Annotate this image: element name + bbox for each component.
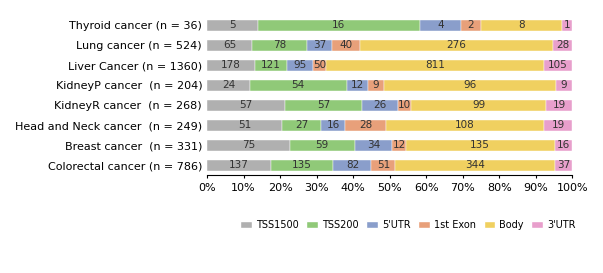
Text: 19: 19 bbox=[552, 100, 566, 110]
Text: 811: 811 bbox=[425, 60, 445, 70]
Bar bbox=[207, 40, 252, 51]
Text: 95: 95 bbox=[294, 60, 307, 70]
Text: 105: 105 bbox=[548, 60, 568, 70]
Text: 16: 16 bbox=[326, 120, 339, 130]
Legend: TSS1500, TSS200, 5'UTR, 1st Exon, Body, 3'UTR: TSS1500, TSS200, 5'UTR, 1st Exon, Body, … bbox=[236, 216, 579, 233]
Text: 96: 96 bbox=[464, 80, 477, 90]
Text: 2: 2 bbox=[467, 20, 474, 30]
Bar bbox=[250, 80, 347, 91]
Bar bbox=[420, 19, 461, 31]
Bar bbox=[544, 60, 572, 71]
Text: 344: 344 bbox=[465, 161, 485, 170]
Bar bbox=[207, 160, 271, 171]
Text: 51: 51 bbox=[238, 120, 251, 130]
Bar bbox=[371, 160, 395, 171]
Text: 12: 12 bbox=[351, 80, 364, 90]
Text: 50: 50 bbox=[313, 60, 326, 70]
Bar bbox=[257, 19, 420, 31]
Text: 28: 28 bbox=[359, 120, 372, 130]
Bar bbox=[287, 60, 313, 71]
Bar bbox=[398, 100, 411, 111]
Text: 1: 1 bbox=[564, 20, 570, 30]
Text: 57: 57 bbox=[239, 100, 253, 110]
Text: 8: 8 bbox=[518, 20, 525, 30]
Text: 135: 135 bbox=[470, 140, 490, 150]
Bar bbox=[207, 19, 257, 31]
Text: 99: 99 bbox=[472, 100, 485, 110]
Bar bbox=[393, 140, 406, 151]
Text: 10: 10 bbox=[398, 100, 411, 110]
Text: 54: 54 bbox=[292, 80, 305, 90]
Text: 28: 28 bbox=[556, 40, 569, 50]
Bar bbox=[395, 160, 555, 171]
Text: 19: 19 bbox=[552, 120, 565, 130]
Bar bbox=[271, 160, 333, 171]
Bar bbox=[368, 80, 384, 91]
Bar bbox=[355, 140, 393, 151]
Bar bbox=[386, 120, 545, 131]
Bar bbox=[207, 60, 255, 71]
Bar bbox=[313, 60, 326, 71]
Text: 27: 27 bbox=[295, 120, 308, 130]
Bar bbox=[255, 60, 287, 71]
Text: 82: 82 bbox=[346, 161, 359, 170]
Text: 34: 34 bbox=[367, 140, 380, 150]
Bar bbox=[207, 120, 282, 131]
Bar bbox=[333, 160, 371, 171]
Text: 59: 59 bbox=[315, 140, 329, 150]
Text: 137: 137 bbox=[229, 161, 249, 170]
Text: 40: 40 bbox=[340, 40, 353, 50]
Text: 135: 135 bbox=[292, 161, 312, 170]
Text: 24: 24 bbox=[222, 80, 235, 90]
Text: 75: 75 bbox=[242, 140, 255, 150]
Text: 276: 276 bbox=[447, 40, 467, 50]
Bar bbox=[332, 40, 361, 51]
Bar bbox=[207, 100, 285, 111]
Bar bbox=[282, 120, 321, 131]
Text: 57: 57 bbox=[317, 100, 330, 110]
Text: 37: 37 bbox=[557, 161, 570, 170]
Text: 5: 5 bbox=[229, 20, 236, 30]
Text: 9: 9 bbox=[561, 80, 567, 90]
Bar bbox=[555, 140, 572, 151]
Bar bbox=[321, 120, 345, 131]
Text: 108: 108 bbox=[455, 120, 475, 130]
Bar bbox=[289, 140, 355, 151]
Bar bbox=[555, 160, 572, 171]
Bar bbox=[461, 19, 481, 31]
Text: 12: 12 bbox=[393, 140, 406, 150]
Bar bbox=[326, 60, 544, 71]
Bar bbox=[481, 19, 562, 31]
Bar bbox=[307, 40, 332, 51]
Text: 178: 178 bbox=[221, 60, 241, 70]
Bar bbox=[207, 80, 250, 91]
Text: 26: 26 bbox=[373, 100, 387, 110]
Bar bbox=[347, 80, 368, 91]
Bar bbox=[562, 19, 572, 31]
Text: 51: 51 bbox=[377, 161, 390, 170]
Text: 37: 37 bbox=[313, 40, 326, 50]
Text: 121: 121 bbox=[261, 60, 281, 70]
Bar bbox=[556, 80, 572, 91]
Bar bbox=[553, 40, 572, 51]
Bar bbox=[207, 140, 289, 151]
Text: 78: 78 bbox=[273, 40, 286, 50]
Bar bbox=[362, 100, 398, 111]
Text: 65: 65 bbox=[223, 40, 236, 50]
Bar bbox=[345, 120, 386, 131]
Bar bbox=[285, 100, 362, 111]
Bar bbox=[545, 120, 572, 131]
Bar bbox=[411, 100, 546, 111]
Bar bbox=[384, 80, 556, 91]
Bar bbox=[361, 40, 553, 51]
Text: 16: 16 bbox=[332, 20, 346, 30]
Bar bbox=[546, 100, 572, 111]
Text: 4: 4 bbox=[437, 20, 444, 30]
Bar bbox=[406, 140, 555, 151]
Text: 9: 9 bbox=[373, 80, 379, 90]
Bar bbox=[252, 40, 307, 51]
Text: 16: 16 bbox=[557, 140, 570, 150]
